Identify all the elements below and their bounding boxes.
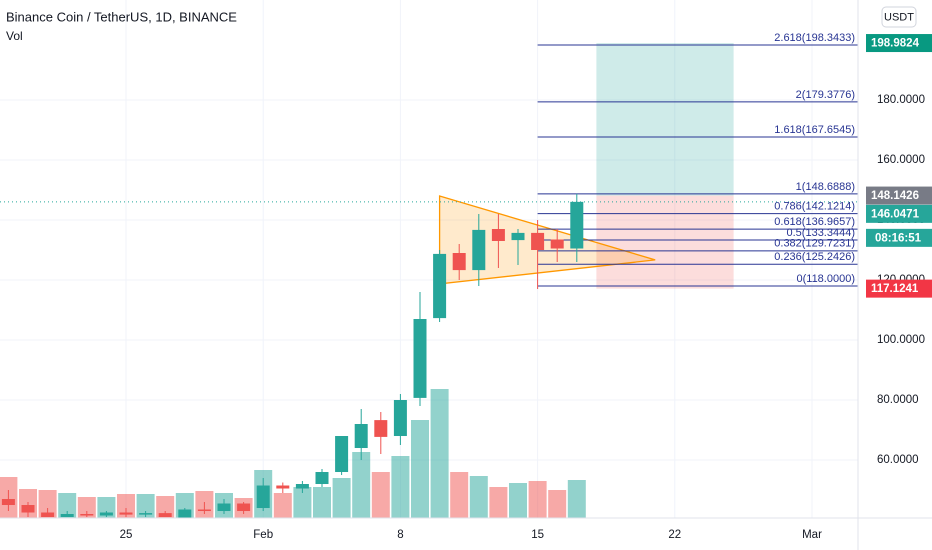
candle-body <box>354 424 368 449</box>
x-tick-label: 15 <box>531 529 544 541</box>
drawings <box>0 43 858 289</box>
candle-body <box>217 503 231 512</box>
volume-bar <box>489 487 508 518</box>
fib-label: 2(179.3776) <box>796 89 855 101</box>
candle-body <box>21 505 35 513</box>
candle-body <box>531 232 545 250</box>
volume-bar <box>77 497 96 518</box>
y-tick-label: 160.0000 <box>877 154 925 166</box>
target-tag <box>866 34 932 53</box>
fib-label: 0.618(136.9657) <box>774 216 855 228</box>
volume-bar <box>156 496 175 518</box>
candle-body <box>139 513 153 515</box>
volume-bar <box>273 493 292 518</box>
volume-bar <box>391 456 410 518</box>
volume-label: Vol <box>6 29 23 43</box>
volume-bar <box>450 472 469 518</box>
candle-body <box>413 319 427 398</box>
x-tick-label: Feb <box>253 529 273 541</box>
candle-body <box>295 484 309 489</box>
candle-body <box>276 485 290 489</box>
currency[interactable]: USDT <box>884 11 914 23</box>
volume-bar <box>117 494 135 518</box>
candle-body <box>491 228 505 241</box>
fib-label: 1.618(167.6545) <box>774 124 855 136</box>
volume-bar <box>332 478 351 518</box>
candle-body <box>570 201 584 249</box>
candle-body <box>472 229 486 271</box>
y-tick-label: 60.0000 <box>877 454 919 466</box>
candle-body <box>237 503 251 512</box>
currency-box[interactable] <box>881 6 917 28</box>
volume-bar <box>528 481 547 518</box>
volume-bar <box>38 490 57 518</box>
candle-body <box>256 485 270 509</box>
y-tick-label: 100.0000 <box>877 334 925 346</box>
last-price-label: 146.0471 <box>871 208 920 220</box>
volume-bar <box>352 452 371 518</box>
countdown: 08:16:51 <box>875 232 922 244</box>
candle-body <box>393 400 407 437</box>
candle-body <box>550 239 564 249</box>
candle-body <box>197 509 211 512</box>
stop-tag <box>866 279 932 298</box>
candle-body <box>60 514 74 518</box>
volume-bar <box>430 389 449 518</box>
fib-label: 0.382(129.7231) <box>774 238 855 250</box>
volume-bar <box>509 483 527 518</box>
candle-body <box>119 512 133 515</box>
candle-body <box>158 513 172 518</box>
countdown-tag <box>866 228 932 247</box>
candle-body <box>374 420 388 437</box>
entry-tag <box>866 186 932 205</box>
volume-bar <box>313 487 331 518</box>
x-tick-label: 25 <box>120 529 133 541</box>
target-label: 198.9824 <box>871 38 920 50</box>
axes: 60.000080.0000100.0000120.0000140.000016… <box>120 94 925 541</box>
volume-bar <box>58 493 77 518</box>
x-tick-label: 22 <box>668 529 681 541</box>
last-price-tag <box>866 204 932 223</box>
candle-body <box>433 253 447 319</box>
candle-body <box>511 232 525 241</box>
volume-pane <box>0 389 586 518</box>
entry-label: 148.1426 <box>871 190 919 202</box>
y-tick-label: 80.0000 <box>877 394 919 406</box>
volume-bar <box>136 494 155 518</box>
candle-body <box>1 499 15 506</box>
volume-bar <box>567 480 586 518</box>
candle-body <box>80 514 94 516</box>
candle-body <box>315 472 329 485</box>
stop-label: 117.1241 <box>871 283 919 295</box>
chart-title: Binance Coin / TetherUS, 1D, BINANCE <box>6 9 237 24</box>
volume-bar <box>371 472 390 518</box>
x-tick-label: 8 <box>397 529 403 541</box>
volume-bar <box>293 487 312 518</box>
fib-label: 1(148.6888) <box>796 181 855 193</box>
fib-label: 0.786(142.1214) <box>774 201 855 213</box>
candle-body <box>99 512 113 516</box>
candle-body <box>452 252 466 271</box>
volume-bar <box>411 420 429 518</box>
volume-bar <box>548 490 567 518</box>
candle-body <box>41 512 55 518</box>
candle-body <box>178 509 192 518</box>
candles <box>1 193 584 518</box>
fib-label: 0.5(133.3444) <box>787 227 856 239</box>
volume-bar <box>469 476 488 518</box>
grid <box>0 0 858 518</box>
fib-label: 2.618(198.3433) <box>774 32 855 44</box>
y-tick-label: 180.0000 <box>877 94 925 106</box>
stop-zone <box>596 195 734 289</box>
candle-body <box>335 436 349 473</box>
fib-label: 0.236(125.2426) <box>774 251 855 263</box>
x-tick-label: Mar <box>802 529 822 541</box>
target-zone <box>596 43 734 196</box>
fib-label: 0(118.0000) <box>796 273 855 285</box>
